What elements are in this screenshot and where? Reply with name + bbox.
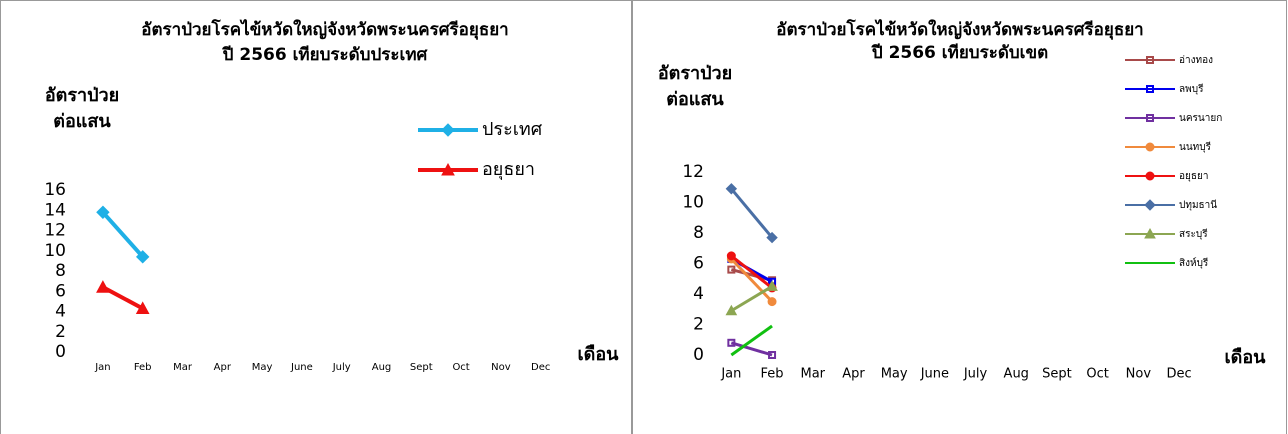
- x-tick-label: Sept: [1042, 367, 1072, 382]
- marker: [441, 123, 455, 137]
- y-tick-label: 0: [55, 342, 66, 362]
- marker: [1146, 56, 1154, 64]
- marker: [1144, 199, 1156, 211]
- legend-label: ประเทศ: [482, 119, 543, 140]
- legend-label: อยุธยา: [1179, 171, 1208, 182]
- chart-title: อัตราป่วยโรคไข้หวัดใหญ่จังหวัดพระนครศรีอ…: [776, 19, 1143, 40]
- series-line: [730, 324, 773, 357]
- marker: [766, 231, 778, 244]
- x-tick-label: Jan: [720, 367, 741, 382]
- x-tick-label: Aug: [372, 362, 392, 373]
- x-tick-label: Nov: [1126, 367, 1152, 382]
- x-tick-label: Nov: [491, 362, 511, 373]
- legend-label: สิงห์บุรี: [1179, 257, 1209, 269]
- y-tick-label: 0: [693, 345, 704, 365]
- series-line: [730, 285, 773, 313]
- marker: [766, 280, 778, 291]
- y-axis-label: อัตราป่วย: [45, 85, 119, 106]
- marker: [1144, 227, 1156, 239]
- x-tick-label: Sept: [410, 362, 433, 373]
- y-axis-label: ต่อแสน: [666, 89, 724, 110]
- marker: [767, 297, 777, 307]
- marker: [768, 351, 777, 359]
- marker: [725, 304, 738, 316]
- marker: [1146, 85, 1154, 93]
- marker: [441, 162, 455, 176]
- series-line: [730, 254, 773, 290]
- marker: [726, 251, 736, 261]
- chart-subtitle: ปี 2566 เทียบระดับเขต: [871, 42, 1048, 63]
- x-tick-label: May: [252, 362, 273, 373]
- marker: [1146, 114, 1154, 122]
- series-line: [730, 187, 774, 239]
- x-tick-label: June: [290, 362, 313, 373]
- y-tick-label: 14: [44, 200, 66, 220]
- x-tick-label: Oct: [452, 362, 469, 373]
- x-tick-label: Mar: [800, 367, 825, 382]
- x-tick-label: Feb: [761, 367, 784, 382]
- legend-label: อ่างทอง: [1179, 55, 1213, 66]
- x-axis-label: เดือน: [1225, 347, 1267, 368]
- x-axis-label: เดือน: [578, 344, 620, 365]
- series-line: [101, 285, 144, 311]
- marker: [727, 265, 736, 274]
- x-tick-label: Jan: [94, 362, 110, 373]
- x-tick-label: Dec: [1166, 367, 1191, 382]
- marker: [96, 205, 110, 219]
- y-tick-label: 16: [44, 180, 66, 200]
- x-tick-label: Apr: [214, 362, 232, 373]
- y-tick-label: 6: [693, 254, 704, 274]
- legend-label: ปทุมธานี: [1179, 199, 1217, 211]
- x-tick-label: Apr: [842, 367, 865, 382]
- x-tick-label: Feb: [134, 362, 152, 373]
- series-line: [730, 257, 774, 303]
- series-line: [101, 210, 145, 259]
- y-tick-label: 2: [693, 315, 704, 335]
- marker: [725, 183, 738, 195]
- marker: [135, 250, 150, 264]
- y-axis-label: อัตราป่วย: [658, 63, 732, 84]
- x-tick-label: Oct: [1086, 367, 1108, 382]
- y-axis-label: ต่อแสน: [53, 111, 111, 132]
- x-tick-label: Mar: [173, 362, 193, 373]
- panel-border: [632, 0, 1287, 434]
- legend-label: สระบุรี: [1179, 228, 1208, 240]
- panel-border: [0, 0, 632, 434]
- y-tick-label: 10: [682, 193, 704, 213]
- marker: [1145, 171, 1155, 181]
- y-tick-label: 2: [55, 322, 66, 342]
- marker: [135, 301, 150, 314]
- chart-subtitle: ปี 2566 เทียบระดับประเทศ: [222, 44, 429, 65]
- x-tick-label: July: [332, 362, 351, 373]
- x-tick-label: May: [881, 367, 908, 382]
- series-line: [730, 341, 773, 357]
- y-tick-label: 8: [55, 261, 66, 281]
- x-tick-label: Aug: [1004, 367, 1029, 382]
- legend-label: นครนายก: [1179, 113, 1222, 124]
- x-tick-label: July: [963, 367, 988, 382]
- legend-label: นนทบุรี: [1179, 141, 1212, 153]
- legend-label: อยุธยา: [482, 159, 535, 180]
- y-tick-label: 8: [693, 223, 704, 243]
- x-tick-label: Dec: [531, 362, 550, 373]
- marker: [1145, 142, 1155, 152]
- marker: [727, 338, 736, 347]
- legend-label: ลพบุรี: [1179, 83, 1204, 95]
- y-tick-label: 6: [55, 281, 66, 301]
- y-tick-label: 12: [44, 221, 66, 241]
- chart-title: อัตราป่วยโรคไข้หวัดใหญ่จังหวัดพระนครศรีอ…: [141, 19, 508, 40]
- y-tick-label: 10: [44, 241, 66, 261]
- y-tick-label: 12: [682, 162, 704, 182]
- y-tick-label: 4: [55, 302, 66, 322]
- x-tick-label: June: [920, 367, 949, 382]
- marker: [96, 280, 110, 293]
- y-tick-label: 4: [693, 284, 704, 304]
